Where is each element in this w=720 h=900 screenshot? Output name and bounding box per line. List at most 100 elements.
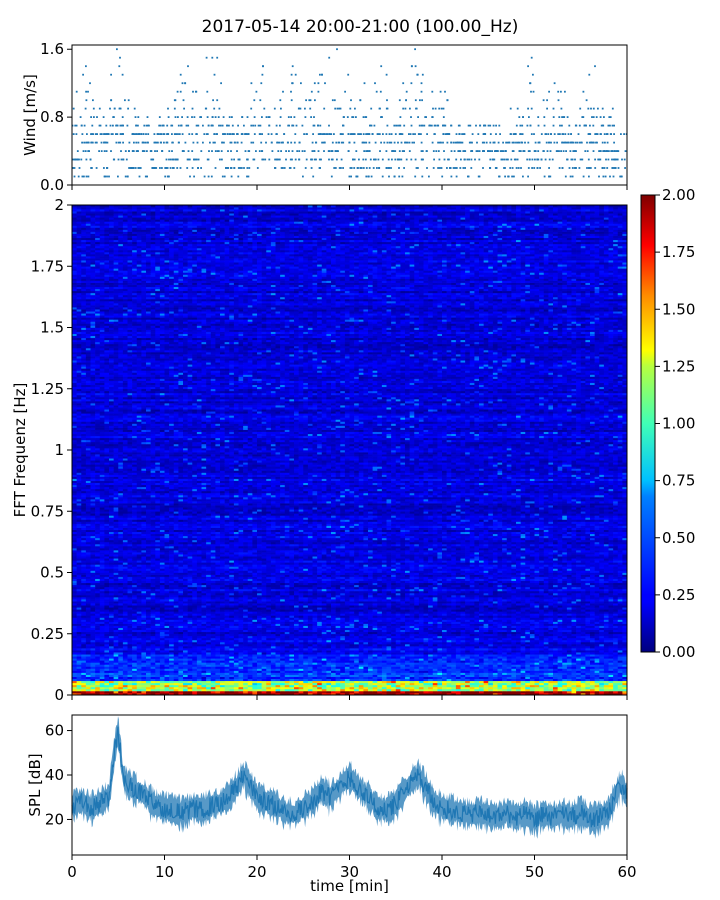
heatmap-cell <box>169 654 175 657</box>
wind-point <box>592 124 595 127</box>
heatmap-cell <box>173 639 179 643</box>
heatmap-cell <box>95 643 101 647</box>
heatmap-cell <box>150 678 156 682</box>
heatmap-cell <box>372 664 378 667</box>
heatmap-cell <box>169 682 175 686</box>
wind-point <box>113 107 116 110</box>
heatmap-cell <box>132 676 138 680</box>
wind-point <box>105 150 108 152</box>
wind-point <box>454 167 457 169</box>
heatmap-cell <box>534 678 540 682</box>
heatmap-cell <box>229 664 235 667</box>
wind-point <box>85 175 88 178</box>
heatmap-cell <box>511 672 517 675</box>
heatmap-cell <box>340 668 346 671</box>
heatmap-cell <box>90 639 96 643</box>
wind-point <box>369 158 372 161</box>
heatmap-cell <box>127 668 133 671</box>
heatmap-cell <box>132 650 138 653</box>
heatmap-cell <box>247 639 253 643</box>
heatmap-cell <box>72 646 77 649</box>
wind-point <box>220 150 223 152</box>
heatmap-cell <box>386 688 392 692</box>
heatmap-cell <box>617 692 623 696</box>
heatmap-cell <box>127 662 133 665</box>
heatmap-cell <box>400 650 406 653</box>
heatmap-cell <box>622 646 628 649</box>
heatmap-cell <box>122 641 128 645</box>
heatmap-cell <box>469 668 475 671</box>
heatmap-cell <box>210 670 216 673</box>
heatmap-cell <box>557 646 563 649</box>
heatmap-cell <box>455 643 461 647</box>
heatmap-cell <box>372 658 378 661</box>
heatmap-cell <box>238 658 244 661</box>
heatmap-cell <box>543 666 549 669</box>
wind-point <box>545 133 548 135</box>
wind-point <box>333 99 336 102</box>
wind-point <box>580 141 583 144</box>
heatmap-cell <box>344 662 350 665</box>
wind-point <box>499 150 502 152</box>
heatmap-cell <box>81 676 87 680</box>
wind-point <box>305 133 308 135</box>
heatmap-cell <box>576 674 582 677</box>
wind-point <box>305 99 307 102</box>
heatmap-cell <box>455 666 461 669</box>
heatmap-cell <box>548 639 554 643</box>
heatmap-cell <box>543 643 549 647</box>
wind-point <box>171 133 173 135</box>
wind-point <box>328 133 331 135</box>
heatmap-cell <box>109 680 114 684</box>
heatmap-cell <box>90 643 96 647</box>
wind-point <box>477 133 480 135</box>
wind-point <box>226 133 229 135</box>
heatmap-cell <box>252 676 258 680</box>
heatmap-cell <box>298 656 304 659</box>
heatmap-cell <box>446 684 452 688</box>
heatmap-cell <box>553 654 558 657</box>
wind-point <box>613 124 615 127</box>
wind-point <box>353 167 356 169</box>
wind-point <box>552 124 555 127</box>
heatmap-cell <box>76 682 82 686</box>
wind-point <box>336 48 338 51</box>
heatmap-cell <box>442 658 447 661</box>
heatmap-cell <box>127 672 133 675</box>
heatmap-cell <box>474 688 480 692</box>
wind-point <box>544 158 547 161</box>
heatmap-cell <box>377 635 383 639</box>
heatmap-cell <box>294 666 299 669</box>
wind-point <box>301 150 304 152</box>
heatmap-cell <box>405 648 410 651</box>
wind-point <box>359 99 362 102</box>
wind-point <box>443 158 446 161</box>
heatmap-cell <box>483 680 489 684</box>
heatmap-cell <box>409 680 415 684</box>
heatmap-cell <box>146 660 151 663</box>
heatmap-cell <box>613 684 619 688</box>
wind-point <box>385 133 388 135</box>
wind-point <box>529 124 532 127</box>
heatmap-cell <box>326 639 332 643</box>
wind-point <box>485 141 488 144</box>
wind-point <box>564 133 567 135</box>
heatmap-cell <box>155 656 161 659</box>
heatmap-cell <box>529 641 535 645</box>
heatmap-cell <box>113 682 119 686</box>
heatmap-cell <box>400 635 406 639</box>
heatmap-cell <box>136 672 142 675</box>
heatmap-cell <box>317 648 323 651</box>
heatmap-cell <box>446 639 452 643</box>
heatmap-cell <box>146 692 151 696</box>
heatmap-cell <box>414 670 420 673</box>
heatmap-cell <box>529 660 535 663</box>
wind-point <box>400 141 403 144</box>
wind-point <box>219 124 222 127</box>
heatmap-cell <box>164 670 170 673</box>
heatmap-cell <box>557 682 563 686</box>
wind-point <box>447 158 449 161</box>
wind-point <box>236 133 238 135</box>
wind-point <box>321 133 324 135</box>
